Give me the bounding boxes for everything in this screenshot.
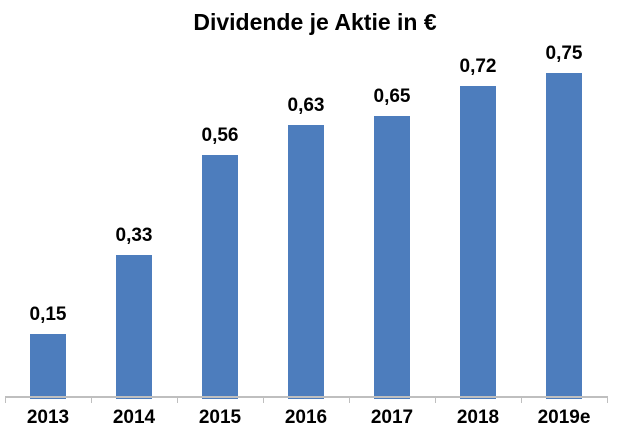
bar-value-label-2017: 0,65 bbox=[373, 86, 411, 107]
bar-value-label-2015: 0,56 bbox=[201, 125, 239, 146]
x-axis-tick bbox=[521, 398, 522, 403]
x-axis-tick bbox=[349, 398, 350, 403]
bar-value-label-2018: 0,72 bbox=[459, 56, 497, 77]
x-axis-tick bbox=[5, 398, 6, 403]
x-axis-label-2018: 2018 bbox=[456, 407, 500, 428]
bar-value-label-2014: 0,33 bbox=[115, 225, 153, 246]
x-axis-label-2014: 2014 bbox=[112, 407, 156, 428]
bar-2019e bbox=[546, 73, 582, 399]
bar-2017 bbox=[374, 116, 410, 399]
bar-value-label-2016: 0,63 bbox=[287, 95, 325, 116]
bar-value-label-2019e: 0,75 bbox=[545, 43, 583, 64]
x-axis-tick bbox=[177, 398, 178, 403]
x-axis-label-2013: 2013 bbox=[26, 407, 70, 428]
x-axis-label-2017: 2017 bbox=[370, 407, 414, 428]
bar-2014 bbox=[116, 255, 152, 399]
bar-2013 bbox=[30, 334, 66, 399]
x-axis-label-2015: 2015 bbox=[198, 407, 242, 428]
bar-value-label-2013: 0,15 bbox=[29, 304, 67, 325]
x-axis-line bbox=[5, 396, 608, 398]
x-axis-tick bbox=[263, 398, 264, 403]
bar-2016 bbox=[288, 125, 324, 399]
bar-2018 bbox=[460, 86, 496, 399]
x-axis-tick bbox=[607, 398, 608, 403]
x-axis-label-2016: 2016 bbox=[284, 407, 328, 428]
x-axis-tick bbox=[91, 398, 92, 403]
bar-2015 bbox=[202, 155, 238, 399]
chart-title: Dividende je Aktie in € bbox=[193, 9, 437, 35]
x-axis-label-2019e: 2019e bbox=[537, 407, 591, 428]
x-axis-tick bbox=[435, 398, 436, 403]
